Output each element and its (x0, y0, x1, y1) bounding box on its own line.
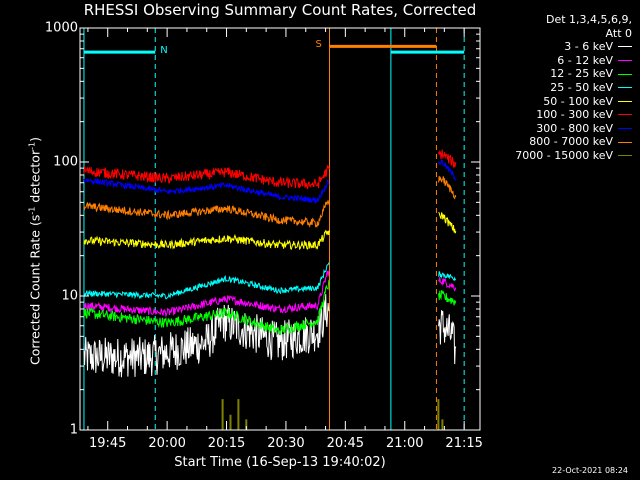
y-axis-label: Corrected Count Rate (s-1 detector-1) (27, 137, 43, 365)
legend-item: 12 - 25 keV (484, 67, 632, 81)
legend-item: 800 - 7000 keV (484, 135, 632, 149)
legend-label: 50 - 100 keV (543, 94, 613, 108)
x-tick-label: 20:15 (207, 436, 246, 451)
legend-item: 25 - 50 keV (484, 81, 632, 95)
legend-swatch (618, 73, 632, 75)
legend-label: 6 - 12 keV (557, 53, 613, 67)
legend-swatch (618, 100, 632, 102)
y-tick-label: 10 (61, 288, 78, 304)
series-line-5 (83, 149, 457, 190)
legend-label: 300 - 800 keV (536, 121, 613, 135)
legend-label: 25 - 50 keV (550, 80, 613, 94)
legend-item: 100 - 300 keV (484, 108, 632, 122)
axes-frame (79, 27, 481, 431)
x-tick-label: 20:45 (326, 436, 365, 451)
x-tick-label: 21:00 (386, 436, 424, 451)
legend-item: 50 - 100 keV (484, 95, 632, 109)
timestamp: 22-Oct-2021 08:24 (552, 466, 628, 475)
series-line-3 (83, 262, 457, 300)
legend-swatch (618, 128, 632, 130)
legend-swatch (618, 141, 632, 143)
y-tick-label: 100 (53, 154, 78, 170)
chart-title: RHESSI Observing Summary Count Rates, Co… (83, 1, 477, 19)
legend-header-2: Att 0 (605, 26, 632, 40)
x-tick-label: 20:00 (148, 436, 186, 451)
legend-swatch (618, 114, 632, 116)
y-tick-label: 1000 (44, 20, 78, 36)
legend-label: 3 - 6 keV (564, 40, 613, 54)
legend-label: 7000 - 15000 keV (515, 148, 613, 162)
legend: Det 1,3,4,5,6,9, Att 0 3 - 6 keV 6 - 12 k… (484, 13, 632, 163)
marker-label-0: N (160, 45, 168, 57)
series-line-4 (83, 211, 457, 251)
legend-swatch (618, 87, 632, 89)
series-line-8 (221, 399, 444, 430)
plot-frame (79, 27, 481, 431)
series-line-1 (83, 269, 457, 317)
legend-item: 6 - 12 keV (484, 54, 632, 68)
legend-item: 300 - 800 keV (484, 122, 632, 136)
x-tick-label: 20:30 (267, 436, 305, 451)
y-tick-label: 1 (69, 422, 78, 438)
legend-swatch (618, 60, 632, 62)
legend-swatch (618, 46, 632, 48)
series-line-2 (83, 279, 457, 336)
x-axis-label: Start Time (16-Sep-13 19:40:02) (174, 455, 386, 470)
legend-label: 100 - 300 keV (536, 108, 613, 122)
legend-item: 3 - 6 keV (484, 40, 632, 54)
legend-label: 800 - 7000 keV (529, 135, 613, 149)
x-tick-label: 21:15 (445, 436, 483, 451)
legend-item: 7000 - 15000 keV (484, 149, 632, 163)
series-line-0 (83, 294, 457, 378)
series-line-7 (83, 175, 457, 229)
legend-label: 12 - 25 keV (550, 67, 613, 81)
series-group (83, 149, 457, 430)
attenuator-bars (83, 44, 465, 54)
x-tick-label: 19:45 (88, 436, 127, 451)
vertical-markers (83, 28, 465, 430)
marker-label-1: S (315, 39, 322, 51)
series-line-6 (83, 159, 457, 205)
legend-swatch (618, 155, 632, 157)
legend-header-1: Det 1,3,4,5,6,9, (545, 13, 632, 26)
